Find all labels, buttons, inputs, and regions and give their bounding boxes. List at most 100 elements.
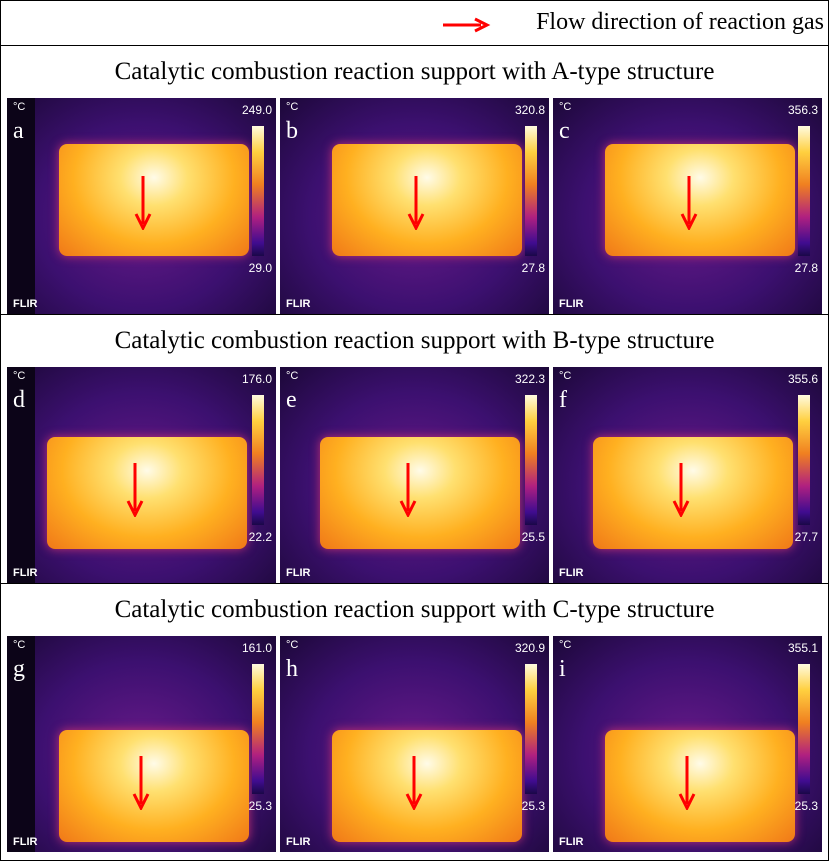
arrow-icon: [406, 176, 426, 230]
hot-zone: [605, 144, 795, 256]
flow-arrow: [406, 176, 426, 235]
brand-logo: FLIR: [286, 298, 310, 310]
hot-zone: [320, 437, 520, 549]
flow-arrow: [404, 756, 424, 815]
section-title: Catalytic combustion reaction support wi…: [1, 584, 828, 636]
thermal-image: °C g 161.0 25.3 FLIR: [7, 636, 276, 852]
unit-label: °C: [13, 370, 25, 382]
figure: Flow direction of reaction gas Catalytic…: [0, 0, 829, 861]
color-bar: [252, 126, 264, 256]
arrow-icon: [404, 756, 424, 810]
thermal-image: °C h 320.9 25.3 FLIR: [280, 636, 549, 852]
flow-arrow: [398, 463, 418, 522]
max-temp: 161.0: [242, 641, 272, 655]
image-row: °C d 176.0 22.2 FLIR °C e 322.3 25.5 FLIR °C f 355.6…: [1, 367, 828, 584]
brand-logo: FLIR: [13, 298, 37, 310]
color-bar: [525, 395, 537, 525]
color-bar: [252, 664, 264, 794]
unit-label: °C: [286, 639, 298, 651]
max-temp: 249.0: [242, 103, 272, 117]
arrow-icon: [671, 463, 691, 517]
thermal-image: °C a 249.0 29.0 FLIR: [7, 98, 276, 314]
panel-label: a: [13, 118, 24, 145]
max-temp: 356.3: [788, 103, 818, 117]
panel-label: e: [286, 387, 297, 414]
legend: Flow direction of reaction gas: [1, 1, 828, 46]
min-temp: 25.3: [795, 799, 818, 813]
color-bar: [798, 664, 810, 794]
panel-label: h: [286, 656, 298, 683]
min-temp: 27.8: [522, 261, 545, 275]
unit-label: °C: [286, 370, 298, 382]
arrow-icon: [133, 176, 153, 230]
hot-zone: [59, 144, 249, 256]
max-temp: 322.3: [515, 372, 545, 386]
brand-logo: FLIR: [13, 836, 37, 848]
thermal-image: °C i 355.1 25.3 FLIR: [553, 636, 822, 852]
brand-logo: FLIR: [559, 567, 583, 579]
panel-label: g: [13, 656, 25, 683]
image-row: °C g 161.0 25.3 FLIR °C h 320.9 25.3 FLIR °C i 355.1…: [1, 636, 828, 852]
flow-arrow: [133, 176, 153, 235]
arrow-icon: [398, 463, 418, 517]
panel-label: i: [559, 656, 566, 683]
section-title: Catalytic combustion reaction support wi…: [1, 46, 828, 98]
section-title: Catalytic combustion reaction support wi…: [1, 315, 828, 367]
max-temp: 355.1: [788, 641, 818, 655]
color-bar: [525, 664, 537, 794]
color-bar: [252, 395, 264, 525]
hot-zone: [332, 730, 522, 842]
hot-zone: [605, 730, 795, 842]
panel-label: d: [13, 387, 25, 414]
panel-label: c: [559, 118, 570, 145]
arrow-icon: [679, 176, 699, 230]
min-temp: 22.2: [249, 530, 272, 544]
arrow-icon: [677, 756, 697, 810]
legend-text: Flow direction of reaction gas: [536, 9, 824, 36]
sections: Catalytic combustion reaction support wi…: [1, 46, 828, 852]
unit-label: °C: [286, 101, 298, 113]
hot-zone: [59, 730, 249, 842]
hot-zone: [593, 437, 793, 549]
brand-logo: FLIR: [559, 298, 583, 310]
thermal-image: °C d 176.0 22.2 FLIR: [7, 367, 276, 583]
min-temp: 25.3: [249, 799, 272, 813]
panel-label: f: [559, 387, 567, 414]
color-bar: [798, 126, 810, 256]
max-temp: 355.6: [788, 372, 818, 386]
max-temp: 320.9: [515, 641, 545, 655]
brand-logo: FLIR: [559, 836, 583, 848]
thermal-image: °C e 322.3 25.5 FLIR: [280, 367, 549, 583]
thermal-image: °C c 356.3 27.8 FLIR: [553, 98, 822, 314]
flow-arrow: [679, 176, 699, 235]
max-temp: 320.8: [515, 103, 545, 117]
thermal-image: °C b 320.8 27.8 FLIR: [280, 98, 549, 314]
image-row: °C a 249.0 29.0 FLIR °C b 320.8 27.8 FLIR °C c 356.3…: [1, 98, 828, 315]
brand-logo: FLIR: [13, 567, 37, 579]
min-temp: 27.8: [795, 261, 818, 275]
unit-label: °C: [559, 370, 571, 382]
unit-label: °C: [13, 101, 25, 113]
min-temp: 29.0: [249, 261, 272, 275]
color-bar: [525, 126, 537, 256]
arrow-icon: [131, 756, 151, 810]
brand-logo: FLIR: [286, 567, 310, 579]
brand-logo: FLIR: [286, 836, 310, 848]
max-temp: 176.0: [242, 372, 272, 386]
panel-label: b: [286, 118, 298, 145]
color-bar: [798, 395, 810, 525]
flow-arrow: [125, 463, 145, 522]
flow-arrow: [677, 756, 697, 815]
unit-label: °C: [559, 101, 571, 113]
unit-label: °C: [13, 639, 25, 651]
flow-arrow: [671, 463, 691, 522]
min-temp: 27.7: [795, 530, 818, 544]
min-temp: 25.5: [522, 530, 545, 544]
thermal-image: °C f 355.6 27.7 FLIR: [553, 367, 822, 583]
flow-arrow: [131, 756, 151, 815]
unit-label: °C: [559, 639, 571, 651]
arrow-icon: [125, 463, 145, 517]
min-temp: 25.3: [522, 799, 545, 813]
hot-zone: [332, 144, 522, 256]
hot-zone: [47, 437, 247, 549]
